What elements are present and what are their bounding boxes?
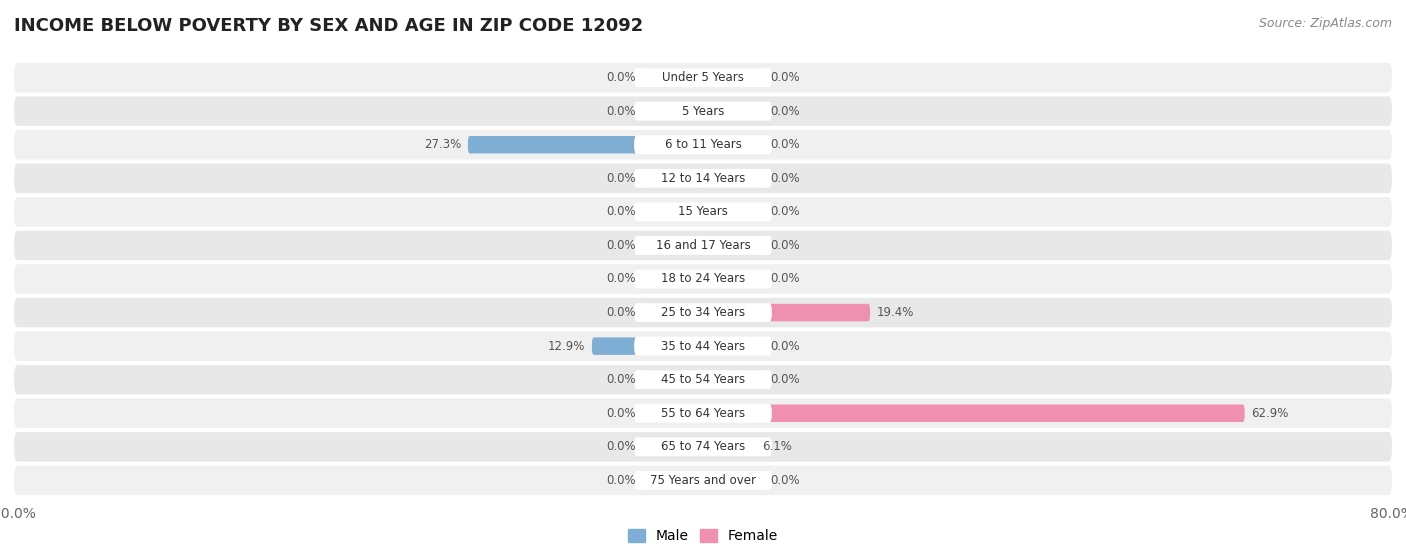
Text: 0.0%: 0.0% bbox=[606, 373, 636, 386]
Text: 0.0%: 0.0% bbox=[606, 440, 636, 453]
FancyBboxPatch shape bbox=[703, 304, 870, 321]
Text: 65 to 74 Years: 65 to 74 Years bbox=[661, 440, 745, 453]
FancyBboxPatch shape bbox=[643, 103, 703, 120]
Text: Under 5 Years: Under 5 Years bbox=[662, 71, 744, 84]
Text: 6 to 11 Years: 6 to 11 Years bbox=[665, 138, 741, 151]
Legend: Male, Female: Male, Female bbox=[623, 524, 783, 549]
FancyBboxPatch shape bbox=[14, 331, 1392, 361]
FancyBboxPatch shape bbox=[703, 170, 763, 187]
Text: 0.0%: 0.0% bbox=[770, 373, 800, 386]
FancyBboxPatch shape bbox=[634, 68, 772, 87]
Text: 0.0%: 0.0% bbox=[606, 172, 636, 185]
FancyBboxPatch shape bbox=[703, 371, 763, 388]
FancyBboxPatch shape bbox=[634, 336, 772, 355]
Text: 0.0%: 0.0% bbox=[770, 239, 800, 252]
FancyBboxPatch shape bbox=[634, 203, 772, 222]
FancyBboxPatch shape bbox=[634, 437, 772, 456]
FancyBboxPatch shape bbox=[14, 63, 1392, 93]
Text: 0.0%: 0.0% bbox=[770, 340, 800, 353]
Text: 45 to 54 Years: 45 to 54 Years bbox=[661, 373, 745, 386]
FancyBboxPatch shape bbox=[634, 404, 772, 422]
Text: 0.0%: 0.0% bbox=[770, 172, 800, 185]
FancyBboxPatch shape bbox=[14, 230, 1392, 260]
FancyBboxPatch shape bbox=[634, 102, 772, 121]
Text: 27.3%: 27.3% bbox=[423, 138, 461, 151]
Text: 0.0%: 0.0% bbox=[770, 474, 800, 487]
Text: 16 and 17 Years: 16 and 17 Years bbox=[655, 239, 751, 252]
FancyBboxPatch shape bbox=[14, 432, 1392, 461]
FancyBboxPatch shape bbox=[468, 136, 703, 153]
Text: 18 to 24 Years: 18 to 24 Years bbox=[661, 272, 745, 286]
FancyBboxPatch shape bbox=[703, 438, 755, 455]
FancyBboxPatch shape bbox=[643, 203, 703, 220]
FancyBboxPatch shape bbox=[634, 236, 772, 255]
FancyBboxPatch shape bbox=[643, 270, 703, 288]
Text: 6.1%: 6.1% bbox=[762, 440, 793, 453]
FancyBboxPatch shape bbox=[14, 398, 1392, 428]
FancyBboxPatch shape bbox=[634, 169, 772, 187]
FancyBboxPatch shape bbox=[14, 97, 1392, 126]
FancyBboxPatch shape bbox=[14, 163, 1392, 193]
Text: 62.9%: 62.9% bbox=[1251, 407, 1289, 420]
FancyBboxPatch shape bbox=[14, 298, 1392, 328]
Text: 12.9%: 12.9% bbox=[548, 340, 585, 353]
FancyBboxPatch shape bbox=[14, 465, 1392, 495]
Text: 19.4%: 19.4% bbox=[877, 306, 914, 319]
Text: 25 to 34 Years: 25 to 34 Years bbox=[661, 306, 745, 319]
FancyBboxPatch shape bbox=[643, 438, 703, 455]
Text: 0.0%: 0.0% bbox=[606, 239, 636, 252]
Text: 35 to 44 Years: 35 to 44 Years bbox=[661, 340, 745, 353]
Text: 0.0%: 0.0% bbox=[606, 474, 636, 487]
Text: INCOME BELOW POVERTY BY SEX AND AGE IN ZIP CODE 12092: INCOME BELOW POVERTY BY SEX AND AGE IN Z… bbox=[14, 17, 644, 35]
Text: 75 Years and over: 75 Years and over bbox=[650, 474, 756, 487]
Text: 0.0%: 0.0% bbox=[606, 272, 636, 286]
FancyBboxPatch shape bbox=[703, 405, 1244, 422]
Text: 0.0%: 0.0% bbox=[770, 105, 800, 118]
Text: Source: ZipAtlas.com: Source: ZipAtlas.com bbox=[1258, 17, 1392, 30]
FancyBboxPatch shape bbox=[643, 69, 703, 86]
FancyBboxPatch shape bbox=[634, 371, 772, 389]
FancyBboxPatch shape bbox=[643, 472, 703, 489]
FancyBboxPatch shape bbox=[703, 203, 763, 220]
FancyBboxPatch shape bbox=[643, 304, 703, 321]
FancyBboxPatch shape bbox=[703, 338, 763, 355]
FancyBboxPatch shape bbox=[14, 365, 1392, 395]
Text: 0.0%: 0.0% bbox=[770, 138, 800, 151]
Text: 0.0%: 0.0% bbox=[606, 71, 636, 84]
FancyBboxPatch shape bbox=[634, 471, 772, 490]
Text: 0.0%: 0.0% bbox=[770, 205, 800, 218]
FancyBboxPatch shape bbox=[703, 136, 763, 153]
FancyBboxPatch shape bbox=[14, 130, 1392, 160]
FancyBboxPatch shape bbox=[14, 264, 1392, 294]
FancyBboxPatch shape bbox=[643, 237, 703, 254]
FancyBboxPatch shape bbox=[703, 103, 763, 120]
FancyBboxPatch shape bbox=[634, 136, 772, 154]
Text: 0.0%: 0.0% bbox=[606, 205, 636, 218]
FancyBboxPatch shape bbox=[634, 303, 772, 322]
FancyBboxPatch shape bbox=[14, 197, 1392, 227]
FancyBboxPatch shape bbox=[703, 270, 763, 288]
Text: 15 Years: 15 Years bbox=[678, 205, 728, 218]
Text: 0.0%: 0.0% bbox=[606, 306, 636, 319]
Text: 12 to 14 Years: 12 to 14 Years bbox=[661, 172, 745, 185]
Text: 0.0%: 0.0% bbox=[770, 272, 800, 286]
Text: 0.0%: 0.0% bbox=[770, 71, 800, 84]
FancyBboxPatch shape bbox=[703, 237, 763, 254]
Text: 0.0%: 0.0% bbox=[606, 105, 636, 118]
FancyBboxPatch shape bbox=[703, 69, 763, 86]
FancyBboxPatch shape bbox=[643, 405, 703, 422]
FancyBboxPatch shape bbox=[634, 270, 772, 288]
FancyBboxPatch shape bbox=[643, 170, 703, 187]
Text: 0.0%: 0.0% bbox=[606, 407, 636, 420]
Text: 55 to 64 Years: 55 to 64 Years bbox=[661, 407, 745, 420]
Text: 5 Years: 5 Years bbox=[682, 105, 724, 118]
FancyBboxPatch shape bbox=[703, 472, 763, 489]
FancyBboxPatch shape bbox=[592, 338, 703, 355]
FancyBboxPatch shape bbox=[643, 371, 703, 388]
